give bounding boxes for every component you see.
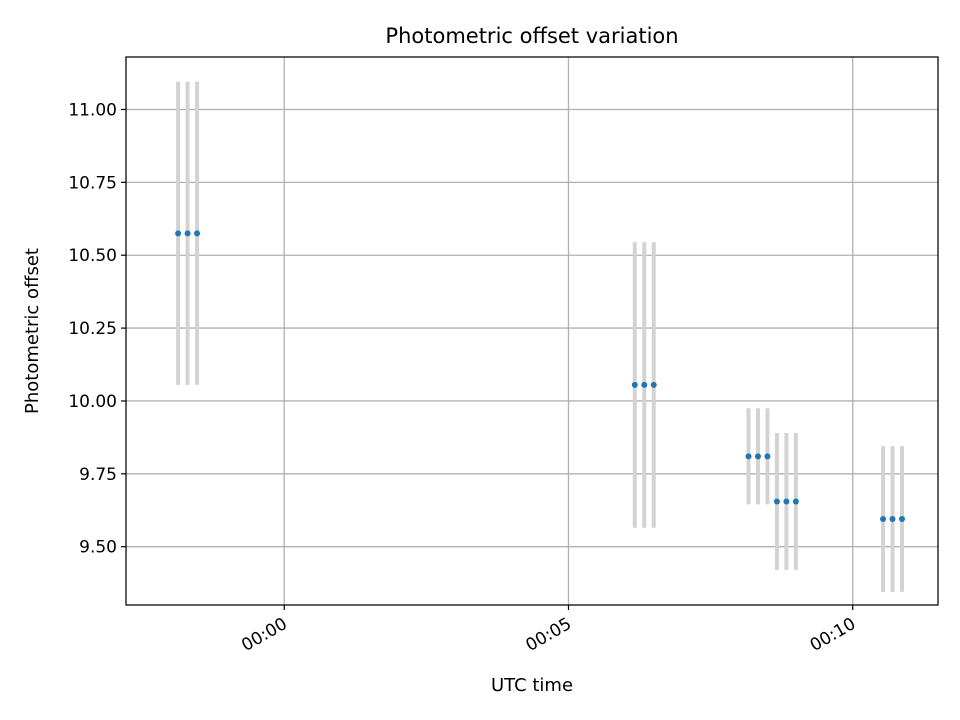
y-axis-label: Photometric offset [22, 248, 43, 414]
y-tick-label: 10.50 [68, 246, 117, 266]
data-point [764, 453, 771, 460]
chart-title: Photometric offset variation [385, 24, 678, 48]
data-point [773, 498, 780, 505]
y-tick-label: 10.75 [68, 173, 117, 193]
x-axis-label: UTC time [491, 675, 573, 696]
data-point [898, 516, 905, 523]
data-markers [175, 230, 905, 523]
grid [126, 57, 938, 605]
data-point [754, 453, 761, 460]
data-point [792, 498, 799, 505]
data-point [783, 498, 790, 505]
data-point [641, 381, 648, 388]
y-tick-label: 11.00 [68, 100, 117, 120]
y-tick-label: 9.50 [79, 538, 117, 558]
data-point [889, 516, 896, 523]
y-tick-label: 10.25 [68, 319, 117, 339]
data-point [175, 230, 182, 237]
y-tick-label: 10.00 [68, 392, 117, 412]
data-point [194, 230, 201, 237]
data-point [745, 453, 752, 460]
data-point [650, 381, 657, 388]
data-point [880, 516, 887, 523]
data-point [184, 230, 191, 237]
data-point [631, 381, 638, 388]
plot-area [126, 57, 938, 605]
plot-frame [125, 56, 939, 606]
y-tick-label: 9.75 [79, 465, 117, 485]
